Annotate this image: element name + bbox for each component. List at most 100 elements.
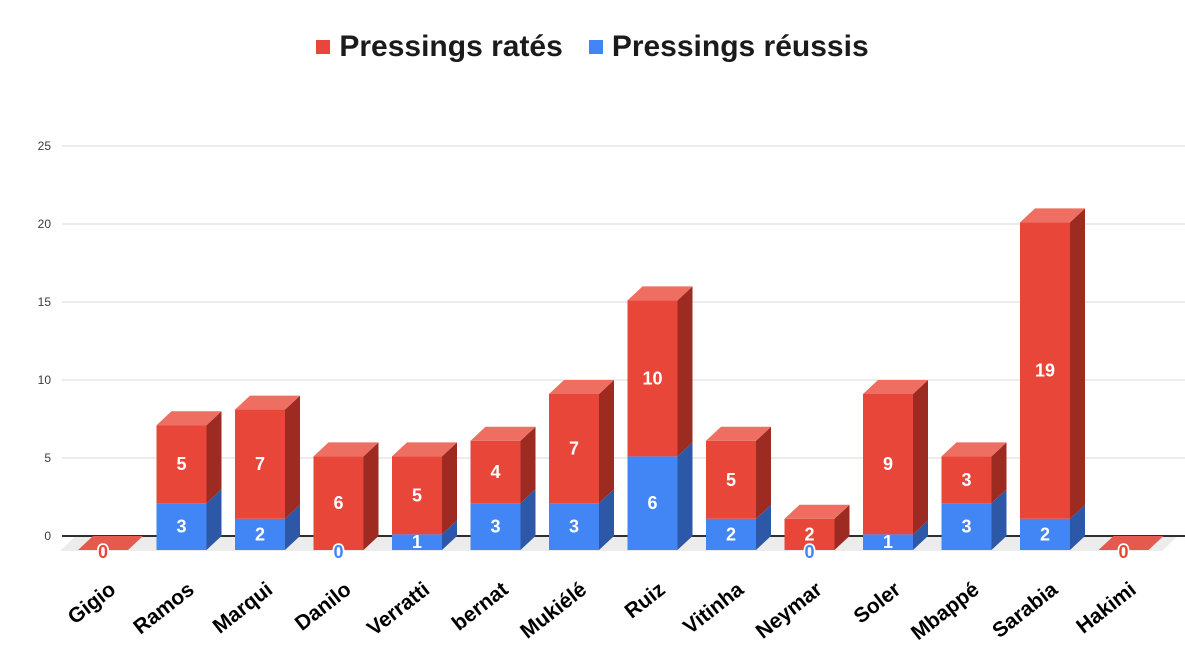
- bar-side-blue: [991, 489, 1007, 550]
- bar-mukiélé: [549, 380, 614, 550]
- value-label-red: 10: [642, 368, 662, 388]
- bar-side-red: [1070, 208, 1085, 519]
- bar-front-blue: [549, 503, 599, 550]
- bar-front-red: [1020, 222, 1070, 519]
- bar-top-face: [784, 504, 850, 519]
- bar-side-blue: [206, 489, 222, 550]
- bar-front-red: [941, 456, 992, 504]
- x-axis-label-marqui: Marqui: [209, 578, 277, 639]
- value-label-red: 4: [490, 462, 500, 482]
- x-axis-label-danilo: Danilo: [291, 578, 356, 636]
- value-label-red: 2: [804, 524, 814, 544]
- value-label-blue: 3: [176, 517, 186, 537]
- value-label-blue-zero: 0: [804, 542, 814, 562]
- bar-flat-zero: [1098, 536, 1164, 550]
- bar-flat-zero: [78, 536, 143, 550]
- x-axis-label-bernat: bernat: [448, 578, 513, 636]
- bar-side-blue: [1070, 504, 1085, 550]
- x-axis-label-hakimi: Hakimi: [1072, 578, 1140, 639]
- bar-side-red: [520, 426, 536, 504]
- bar-side-red: [442, 442, 457, 535]
- bar-front-blue: [470, 503, 521, 550]
- bar-front-blue: [863, 534, 913, 550]
- bar-side-red: [756, 426, 771, 519]
- bar-mbappé: [941, 442, 1007, 550]
- bar-front-blue: [1020, 518, 1070, 550]
- bar-front-red: [470, 440, 521, 504]
- bar-top-face: [941, 442, 1007, 457]
- value-label-red: 3: [961, 470, 971, 490]
- value-label-red: 7: [255, 454, 265, 474]
- bar-bernat: [470, 426, 536, 550]
- bar-side-blue: [599, 489, 614, 550]
- bar-front-red: [627, 300, 678, 457]
- bar-front-red: [549, 394, 599, 504]
- bar-hakimi: [1098, 536, 1164, 550]
- y-tick-label: 0: [44, 529, 51, 543]
- bar-side-blue: [442, 520, 457, 550]
- bar-neymar: [784, 504, 850, 550]
- y-tick-label: 5: [44, 451, 51, 465]
- bar-top-face: [313, 442, 379, 457]
- bar-front-blue: [156, 503, 207, 550]
- bar-side-red: [991, 442, 1007, 504]
- value-label-blue: 1: [883, 532, 893, 552]
- value-label-red: 5: [176, 454, 186, 474]
- bar-side-red: [913, 380, 928, 535]
- bar-side-blue: [677, 442, 693, 550]
- bar-front-red: [863, 394, 913, 535]
- value-label-red: 9: [883, 454, 893, 474]
- bar-vitinha: [706, 426, 771, 550]
- bar-ruiz: [627, 286, 693, 550]
- value-label-red: 5: [726, 470, 736, 490]
- value-label-blue: 1: [412, 532, 422, 552]
- bar-top-face: [470, 426, 536, 441]
- bar-ramos: [156, 411, 222, 550]
- y-tick-label: 10: [38, 373, 52, 387]
- bar-front-blue: [392, 534, 442, 550]
- bar-gigio: [78, 536, 143, 550]
- value-label-blue: 3: [961, 517, 971, 537]
- value-label-blue: 2: [255, 524, 265, 544]
- bar-front-blue: [235, 518, 285, 550]
- x-axis-label-soler: Soler: [850, 578, 906, 628]
- bar-top-face: [863, 380, 928, 394]
- value-label-red-zero: 0: [1118, 542, 1128, 562]
- x-axis-label-mbappé: Mbappé: [907, 578, 984, 645]
- bar-side-blue: [285, 504, 300, 550]
- bar-front-red: [235, 409, 285, 519]
- bar-side-red: [677, 286, 693, 457]
- bar-top-face: [706, 426, 771, 441]
- x-axis-label-neymar: Neymar: [752, 578, 827, 644]
- bar-top-face: [156, 411, 222, 426]
- bar-top-face: [627, 286, 693, 301]
- x-axis-label-gigio: Gigio: [64, 578, 120, 629]
- bar-top-face: [1020, 208, 1085, 223]
- value-label-blue: 3: [490, 517, 500, 537]
- value-label-red-zero: 0: [98, 542, 108, 562]
- x-axis-label-vitinha: Vitinha: [679, 578, 748, 639]
- bar-side-red: [206, 411, 222, 504]
- value-label-blue: 2: [1040, 524, 1050, 544]
- bar-verratti: [392, 442, 457, 550]
- chart-floor: [60, 536, 1177, 551]
- x-axis-label-mukiélé: Mukiélé: [516, 578, 591, 644]
- bar-soler: [863, 380, 928, 550]
- y-tick-label: 20: [38, 217, 52, 231]
- bar-side-blue: [913, 520, 928, 550]
- x-axis-label-ramos: Ramos: [129, 578, 198, 639]
- x-axis-label-sarabia: Sarabia: [988, 578, 1062, 643]
- bar-side-red: [599, 380, 614, 504]
- value-label-blue: 3: [569, 517, 579, 537]
- bar-front-red: [313, 456, 364, 550]
- bar-marqui: [235, 395, 300, 550]
- x-axis-label-ruiz: Ruiz: [620, 578, 669, 623]
- bar-front-blue: [706, 518, 756, 550]
- bar-side-red: [363, 442, 379, 550]
- bar-side-red: [285, 395, 300, 519]
- bar-front-red: [784, 518, 835, 550]
- bar-top-face: [392, 442, 457, 457]
- bar-front-red: [156, 425, 207, 504]
